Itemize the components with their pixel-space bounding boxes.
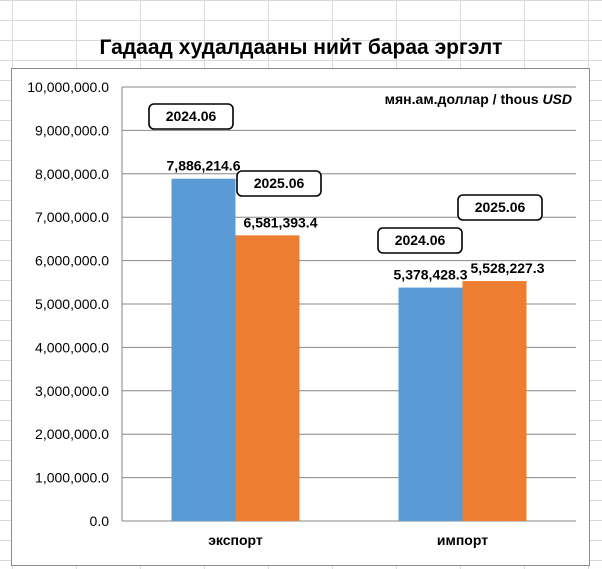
series-callout-label: 2025.06 <box>475 199 526 215</box>
unit-note-main: мян.ам.доллар / thous <box>384 91 539 107</box>
data-label: 5,528,227.3 <box>471 260 545 276</box>
bar <box>398 287 463 521</box>
y-tick-label: 1,000,000.0 <box>35 470 109 486</box>
data-label: 6,581,393.4 <box>244 214 318 230</box>
x-category-label: импорт <box>437 532 488 548</box>
series-callout-box <box>377 227 463 254</box>
bar <box>462 281 527 521</box>
y-tick-label: 10,000,000.0 <box>27 79 109 95</box>
series-callout-box <box>236 170 322 197</box>
chart-title: Гадаад худалдааны нийт бараа эргэлт <box>99 36 503 59</box>
series-callout-box <box>148 103 234 130</box>
series-callout-label: 2025.06 <box>254 175 305 191</box>
y-tick-label: 2,000,000.0 <box>35 426 109 442</box>
bar <box>171 178 236 521</box>
data-label: 7,886,214.6 <box>167 158 241 174</box>
y-tick-label: 9,000,000.0 <box>35 122 109 138</box>
series-callout-label: 2024.06 <box>166 108 217 124</box>
data-label: 5,378,428.3 <box>394 267 468 283</box>
bar <box>235 235 300 521</box>
y-tick-label: 0.0 <box>90 513 110 529</box>
series-callout-box <box>457 194 543 221</box>
y-tick-label: 8,000,000.0 <box>35 166 109 182</box>
unit-note-currency: USD <box>542 91 572 107</box>
y-tick-label: 6,000,000.0 <box>35 253 109 269</box>
y-tick-label: 7,000,000.0 <box>35 209 109 225</box>
x-category-label: экспорт <box>208 532 263 548</box>
y-tick-label: 4,000,000.0 <box>35 339 109 355</box>
unit-note: мян.ам.доллар / thous USD <box>362 91 572 107</box>
y-tick-label: 3,000,000.0 <box>35 383 109 399</box>
series-callout-label: 2024.06 <box>395 232 446 248</box>
y-tick-label: 5,000,000.0 <box>35 296 109 312</box>
